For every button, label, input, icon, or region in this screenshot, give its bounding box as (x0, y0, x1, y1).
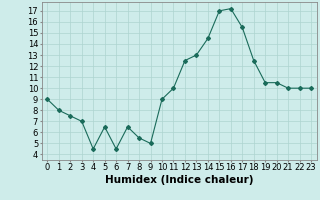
X-axis label: Humidex (Indice chaleur): Humidex (Indice chaleur) (105, 175, 253, 185)
